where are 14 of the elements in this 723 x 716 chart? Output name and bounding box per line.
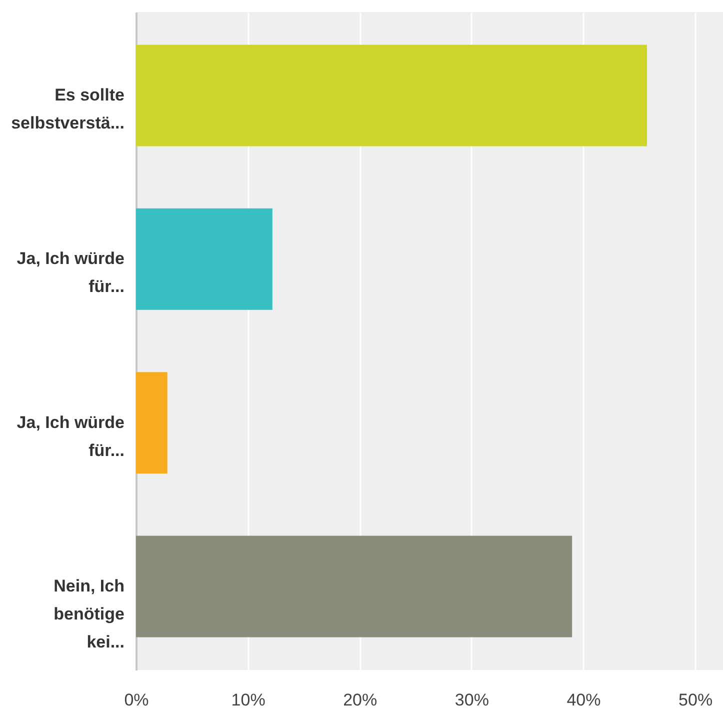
x-tick-label: 0%: [124, 690, 149, 710]
x-tick-label: 30%: [454, 690, 489, 710]
bar: [136, 372, 168, 474]
y-tick-label: Es sollte selbstverstä...: [11, 85, 124, 132]
bar: [136, 44, 647, 146]
bar: [136, 536, 572, 638]
y-tick-label: Ja, Ich würde für...: [16, 412, 124, 460]
y-tick-label: Nein, Ich benötige kei...: [54, 576, 124, 652]
x-tick-label: 50%: [678, 690, 713, 710]
y-tick-label: Ja, Ich würde für...: [16, 249, 124, 296]
x-tick-label: 40%: [566, 690, 601, 710]
x-tick-label: 20%: [343, 690, 378, 710]
x-tick-label: 10%: [231, 690, 266, 710]
bar: [136, 208, 272, 310]
